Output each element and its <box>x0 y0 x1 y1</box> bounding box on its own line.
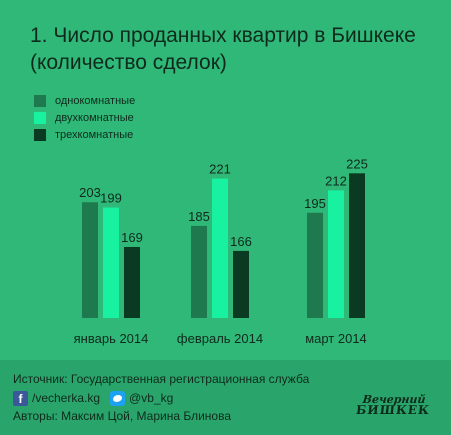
data-label-three-room-2: 225 <box>346 156 368 171</box>
bar-three-room-0 <box>124 246 140 318</box>
legend-swatch-three-room <box>34 128 46 141</box>
bar-three-room-2 <box>349 173 365 318</box>
bar-chart: 203 199 169 январь 2014 185 221 166 февраль 201… <box>74 156 368 346</box>
legend-item-three-room: трехкомнатные <box>34 126 135 143</box>
data-label-three-room-1: 166 <box>230 234 252 249</box>
logo-line2: БИШКЕК <box>355 403 431 417</box>
category-label-0: январь 2014 <box>74 331 149 346</box>
publisher-logo: Вечерний БИШКЕК <box>345 393 442 417</box>
data-label-two-room-2: 212 <box>325 173 347 188</box>
bar-one-room-2 <box>307 212 323 318</box>
footer: Источник: Государственная регистрационна… <box>0 360 451 435</box>
bar-one-room-0 <box>82 202 98 318</box>
twitter-icon <box>110 390 126 406</box>
legend-label-one-room: однокомнатные <box>55 94 136 107</box>
bar-two-room-0 <box>103 207 119 318</box>
legend-item-one-room: однокомнатные <box>34 92 135 109</box>
data-label-one-room-0: 203 <box>79 185 101 200</box>
data-label-one-room-1: 185 <box>188 209 210 224</box>
legend-item-two-room: двухкомнатные <box>34 109 135 126</box>
bar-three-room-1 <box>233 250 249 318</box>
legend-label-two-room: двухкомнатные <box>55 111 134 124</box>
data-label-one-room-2: 195 <box>304 196 326 211</box>
chart-title-line1: 1. Число проданных квартир в Бишкеке <box>30 24 416 47</box>
twitter-link[interactable]: @vb_kg <box>129 391 174 405</box>
authors-text: Авторы: Максим Цой, Марина Блинова <box>13 409 231 423</box>
source-text: Источник: Государственная регистрационна… <box>13 372 310 386</box>
social-links: f /vecherka.kg @vb_kg <box>13 390 173 406</box>
bar-two-room-2 <box>328 190 344 318</box>
category-label-2: март 2014 <box>305 331 367 346</box>
category-label-1: февраль 2014 <box>177 331 263 346</box>
facebook-link[interactable]: /vecherka.kg <box>32 391 101 405</box>
legend-swatch-two-room <box>34 111 46 124</box>
facebook-icon: f <box>13 390 28 406</box>
data-label-three-room-0: 169 <box>121 230 143 245</box>
legend-swatch-one-room <box>34 94 46 107</box>
legend: однокомнатные двухкомнатные трехкомнатны… <box>34 92 135 143</box>
chart-title-line2: (количество сделок) <box>30 51 227 74</box>
data-label-two-room-0: 199 <box>100 191 122 206</box>
data-label-two-room-1: 221 <box>209 162 231 177</box>
bar-one-room-1 <box>191 225 207 318</box>
legend-label-three-room: трехкомнатные <box>55 128 134 141</box>
bar-two-room-1 <box>212 178 228 318</box>
chart-title: 1. Число проданных квартир в Бишкеке (ко… <box>30 22 440 76</box>
